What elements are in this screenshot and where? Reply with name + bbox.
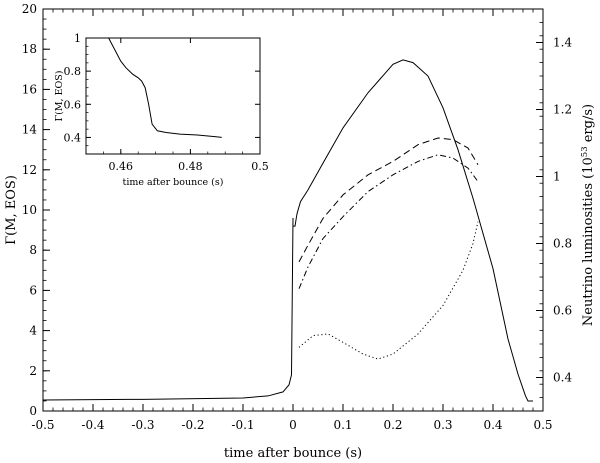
inset-x-tick-label: 0.48 bbox=[178, 160, 203, 173]
y-tick-label: 6 bbox=[29, 283, 37, 297]
main-series-group bbox=[42, 59, 533, 402]
main-axis-ticks: -0.5 -0.4 -0.3 -0.2 -0.1 0 0.1 0.2 0.3 0.4 0.5 0 2 4 6… bbox=[22, 2, 573, 432]
x-tick-label: -0.4 bbox=[81, 418, 105, 432]
y2-tick-label: 1.2 bbox=[553, 103, 572, 117]
inset-y-tick-label: 1 bbox=[74, 32, 81, 45]
y2-axis-title: Neutrino luminosities (1053 erg/s) bbox=[580, 104, 596, 326]
x-tick-label: -0.1 bbox=[231, 418, 254, 432]
inset-y-axis-title: Γ(M, EOS) bbox=[54, 70, 65, 121]
y-tick-label: 10 bbox=[22, 203, 37, 217]
x-tick-label: 0.2 bbox=[383, 418, 402, 432]
inset-series-group bbox=[108, 37, 222, 138]
series-line-solid bbox=[42, 218, 294, 401]
inset-x-tick-label: 0.5 bbox=[251, 160, 269, 173]
y-tick-label: 0 bbox=[29, 404, 37, 418]
series-line-solid bbox=[293, 59, 533, 402]
x-tick-label: 0.4 bbox=[483, 418, 502, 432]
y2-tick-label: 0.6 bbox=[553, 304, 572, 318]
y-tick-label: 4 bbox=[29, 324, 37, 338]
y-axis-title: Γ(M, EOS) bbox=[4, 175, 19, 245]
inset-series-line bbox=[108, 37, 222, 138]
x-tick-label: 0 bbox=[289, 418, 297, 432]
inset-y-tick-label: 0.6 bbox=[64, 98, 82, 111]
inset-x-axis-title: time after bounce (s) bbox=[123, 177, 224, 188]
x-tick-label: 0.5 bbox=[533, 418, 552, 432]
y-tick-label: 16 bbox=[22, 82, 37, 96]
inset-axis-ticks: 0.46 0.48 0.5 0.4 0.6 0.8 1 bbox=[64, 32, 269, 173]
y2-tick-label: 1.4 bbox=[553, 36, 572, 50]
inset-y-tick-label: 0.8 bbox=[64, 65, 82, 78]
inset-x-tick-label: 0.46 bbox=[109, 160, 134, 173]
x-tick-label: -0.3 bbox=[131, 418, 154, 432]
y-tick-label: 2 bbox=[29, 364, 37, 378]
y2-tick-label: 0.4 bbox=[553, 371, 572, 385]
series-line-dash-dot bbox=[298, 154, 479, 289]
y2-tick-label: 1 bbox=[553, 170, 561, 184]
x-tick-label: 0.1 bbox=[333, 418, 352, 432]
x-axis-title: time after bounce (s) bbox=[224, 446, 362, 461]
y-tick-label: 12 bbox=[22, 163, 37, 177]
y2-axis-title-main: Neutrino luminosities (10 bbox=[581, 157, 596, 326]
x-tick-label: -0.5 bbox=[31, 418, 54, 432]
y-tick-label: 20 bbox=[22, 2, 37, 16]
y2-axis-title-exponent: 53 bbox=[580, 146, 590, 157]
series-line-dashed bbox=[298, 137, 479, 263]
inset-plot-frame bbox=[85, 37, 261, 155]
inset-y-tick-label: 0.4 bbox=[64, 131, 82, 144]
y-tick-label: 18 bbox=[22, 42, 37, 56]
y-tick-label: 14 bbox=[22, 123, 38, 137]
y-tick-label: 8 bbox=[29, 243, 37, 257]
y2-tick-label: 0.8 bbox=[553, 237, 572, 251]
x-tick-label: 0.3 bbox=[433, 418, 452, 432]
y2-axis-title-unit: erg/s) bbox=[581, 104, 596, 147]
series-line-dotted bbox=[298, 221, 479, 360]
x-tick-label: -0.2 bbox=[181, 418, 204, 432]
